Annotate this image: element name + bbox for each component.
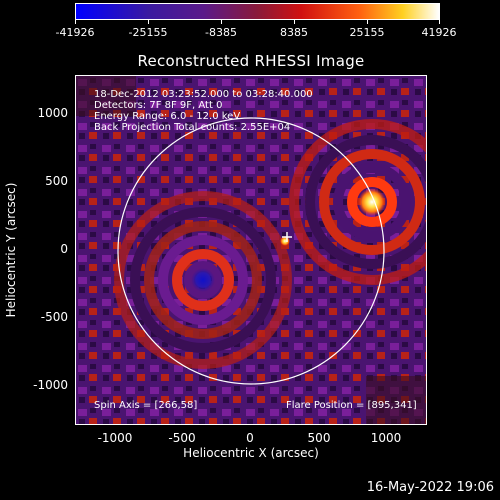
info-energy-range: Energy Range: 6.0 - 12.0 keV	[94, 111, 241, 122]
flare-peak	[358, 188, 386, 216]
negative-rings	[114, 191, 292, 369]
y-tick-label: -500	[40, 310, 68, 324]
x-tick-label: -500	[168, 431, 196, 445]
timestamp: 16-May-2022 19:06	[366, 480, 494, 495]
colorbar-tick	[148, 20, 149, 24]
y-tick-label: 1000	[37, 106, 68, 120]
plot-title: Reconstructed RHESSI Image	[137, 52, 365, 70]
colorbar	[75, 3, 440, 20]
x-axis-label: Heliocentric X (arcsec)	[183, 446, 319, 460]
y-tick-label: 500	[45, 174, 68, 188]
colorbar-label: 25155	[349, 26, 385, 39]
info-detectors: Detectors: 7F 8F 9F, Att 0	[94, 100, 223, 111]
solar-limb-circle	[117, 117, 385, 385]
spin-axis-label: Spin Axis = [266,58]	[94, 400, 198, 411]
x-tick-label: 500	[307, 431, 331, 445]
info-text-block: 18-Dec-2012 03:23:52.000 to 03:28:40.000…	[94, 89, 313, 133]
colorbar-tick	[75, 20, 76, 24]
colorbar-label: 8385	[280, 26, 308, 39]
x-tick-label: 1000	[370, 431, 402, 445]
colorbar-label: -8385	[205, 26, 237, 39]
colorbar-tick	[221, 20, 222, 24]
negative-peak	[191, 268, 215, 292]
colorbar-tick	[367, 20, 368, 24]
colorbar-label: -25155	[128, 26, 168, 39]
colorbar-label: -41926	[55, 26, 95, 39]
rhessi-image-plot[interactable]: 18-Dec-2012 03:23:52.000 to 03:28:40.000…	[75, 75, 427, 425]
x-tick-label: -1000	[97, 431, 133, 445]
flare-rings	[289, 119, 426, 285]
info-time-range: 18-Dec-2012 03:23:52.000 to 03:28:40.000	[94, 89, 313, 100]
rhessi-image	[76, 76, 426, 424]
info-method-counts: Back Projection Total counts: 2.55E+04	[94, 122, 291, 133]
y-axis-label: Heliocentric Y (arcsec)	[4, 182, 18, 318]
colorbar-label: 41926	[421, 26, 457, 39]
x-tick-label: 0	[246, 431, 254, 445]
colorbar-tick	[439, 20, 440, 24]
flare-position-label: Flare Position = [895,341]	[286, 400, 417, 411]
y-tick-label: -1000	[33, 378, 68, 392]
center-cross-icon	[282, 232, 292, 242]
y-tick-label: 0	[60, 242, 68, 256]
colorbar-tick	[294, 20, 295, 24]
